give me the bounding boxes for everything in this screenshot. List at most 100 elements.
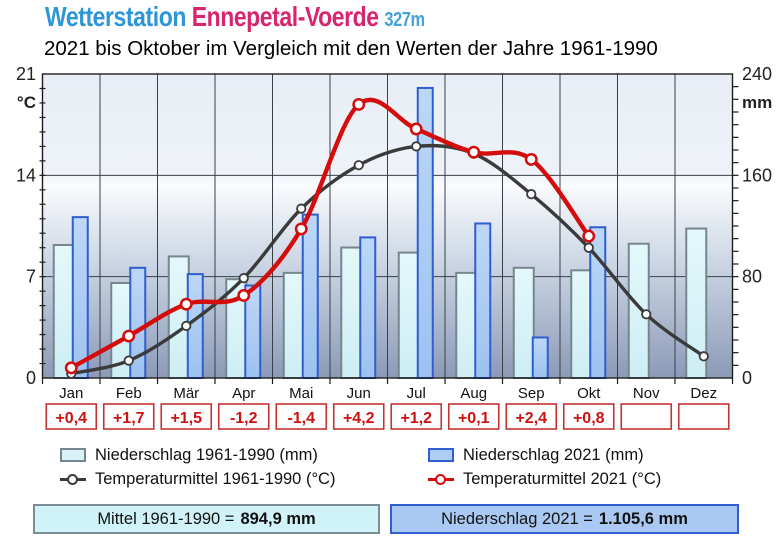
total-precip-1961-1990-box: Mittel 1961-1990 = 894,9 mm [33,504,380,534]
delta-badge-Mär [160,403,213,430]
month-label-Sep: Sep [518,385,545,402]
bar-precip-2021-Mai [301,213,319,379]
bar-precip-1961-1990-Mai [282,271,305,379]
delta-badge-Jun [332,403,385,430]
delta-badge-Feb [102,403,155,430]
precip-2021-swatch-icon [428,448,454,462]
delta-value-Aug: +0,1 [458,410,490,427]
legend-label: Niederschlag 1961-1990 (mm) [95,445,318,464]
total-label: Niederschlag 2021 = [441,509,593,528]
title-elevation: 327m [384,9,425,31]
delta-value-Jul: +1,2 [400,410,432,427]
delta-badge-Nov [620,403,673,430]
temp-line-2021-marker-Sep [524,152,538,166]
temp-line-2021-marker-Feb [122,329,136,343]
right-axis-label-240: 240 [742,64,772,84]
delta-value-Mär: +1,5 [170,410,202,427]
legend-column-historic: Niederschlag 1961-1990 (mm) Temperaturmi… [60,444,335,490]
temp-line-1961-1990-marker-Mai [296,203,307,214]
bar-precip-1961-1990-Jul [397,251,420,380]
total-value: 894,9 mm [240,509,316,528]
month-label-Jan: Jan [59,385,83,402]
legend-item-temp-2021: Temperaturmittel 2021 (°C) [428,468,661,490]
right-axis-label-160: 160 [742,165,772,185]
temp-line-2021-marker-Aug [467,145,481,159]
bar-precip-2021-Aug [474,222,492,379]
temp-line-2021-marker-Jan [64,361,78,375]
total-value: 1.105,6 mm [598,509,688,528]
temp-line-2021-marker-Mai [294,222,308,236]
month-label-Apr: Apr [232,385,255,402]
temp-line-1961-1990-marker-Dez [698,351,709,362]
delta-value-Feb: +1,7 [113,410,145,427]
total-precip-2021-box: Niederschlag 2021 = 1.105,6 mm [390,504,739,534]
left-axis-label-21: 21 [16,64,36,84]
bar-precip-1961-1990-Jun [340,246,363,379]
bar-precip-2021-Jun [359,236,377,379]
legend-label: Temperaturmittel 2021 (°C) [463,469,662,488]
title-station-name: Ennepetal-Voerde [191,1,379,32]
temp-line-1961-1990-marker-Feb [123,355,134,366]
delta-badge-Jan [45,403,98,430]
temp-line-2021-marker-Mär [179,297,193,311]
legend-label: Niederschlag 2021 (mm) [463,445,644,464]
delta-value-Mai: -1,4 [287,410,315,427]
bar-precip-2021-Jan [71,216,89,379]
delta-badge-Aug [447,403,500,430]
month-label-Nov: Nov [633,385,660,402]
temp-line-1961-1990-marker-Okt [583,242,594,253]
delta-value-Apr: -1,2 [230,410,258,427]
total-label: Mittel 1961-1990 = [97,509,235,528]
dot-glyph [435,474,446,485]
delta-badge-Okt [562,403,615,430]
temp-2021-line-icon [428,473,454,485]
temp-line-2021-marker-Jul [409,122,423,136]
legend-item-precip-1961-1990: Niederschlag 1961-1990 (mm) [60,444,335,466]
title-station-label: Wetterstation [45,1,186,32]
left-axis-label-14: 14 [16,165,36,185]
page-title: Wetterstation Ennepetal-Voerde 327m [45,1,425,33]
temp-line-1961-1990-marker-Apr [238,273,249,284]
legend-label: Temperaturmittel 1961-1990 (°C) [95,469,336,488]
month-label-Aug: Aug [460,385,487,402]
temp-line-1961-1990-marker-Nov [641,309,652,320]
temp-line-1961-1990-marker-Mär [181,320,192,331]
temp-line-2021 [69,97,591,371]
right-axis-unit: mm [742,93,772,112]
delta-badge-Dez [677,403,730,430]
chart-subtitle: 2021 bis Oktober im Vergleich mit den We… [44,37,658,60]
left-axis-unit: °C [17,93,36,112]
month-label-Jul: Jul [407,385,426,402]
delta-value-Jun: +4,2 [343,410,375,427]
precip-1961-1990-swatch-icon [60,448,86,462]
dot-glyph [67,474,78,485]
month-label-Mai: Mai [289,385,313,402]
month-label-Dez: Dez [690,385,717,402]
left-axis-label-0: 0 [26,368,36,388]
bar-precip-1961-1990-Aug [455,271,478,379]
legend-item-precip-2021: Niederschlag 2021 (mm) [428,444,661,466]
delta-badge-Jul [390,403,443,430]
legend-item-temp-1961-1990: Temperaturmittel 1961-1990 (°C) [60,468,335,490]
delta-badge-Mai [275,403,328,430]
bar-precip-1961-1990-Jan [52,244,75,379]
delta-badge-Apr [217,403,270,430]
right-axis-label-0: 0 [742,368,752,388]
temp-line-1961-1990-marker-Sep [526,189,537,200]
month-label-Mär: Mär [173,385,199,402]
temp-line-1961-1990-marker-Jul [411,141,422,152]
right-axis-label-80: 80 [742,267,762,287]
bar-precip-1961-1990-Okt [570,269,593,380]
temp-line-1961-1990-marker-Jun [353,160,364,171]
temp-1961-1990-line-icon [60,473,86,485]
delta-value-Jan: +0,4 [55,410,87,427]
delta-badge-Sep [505,403,558,430]
temp-line-2021-marker-Apr [237,289,251,302]
delta-value-Okt: +0,8 [573,410,605,427]
delta-value-Sep: +2,4 [515,410,547,427]
bar-precip-1961-1990-Mär [167,255,190,379]
bar-precip-2021-Sep [531,336,549,380]
month-label-Jun: Jun [347,385,371,402]
